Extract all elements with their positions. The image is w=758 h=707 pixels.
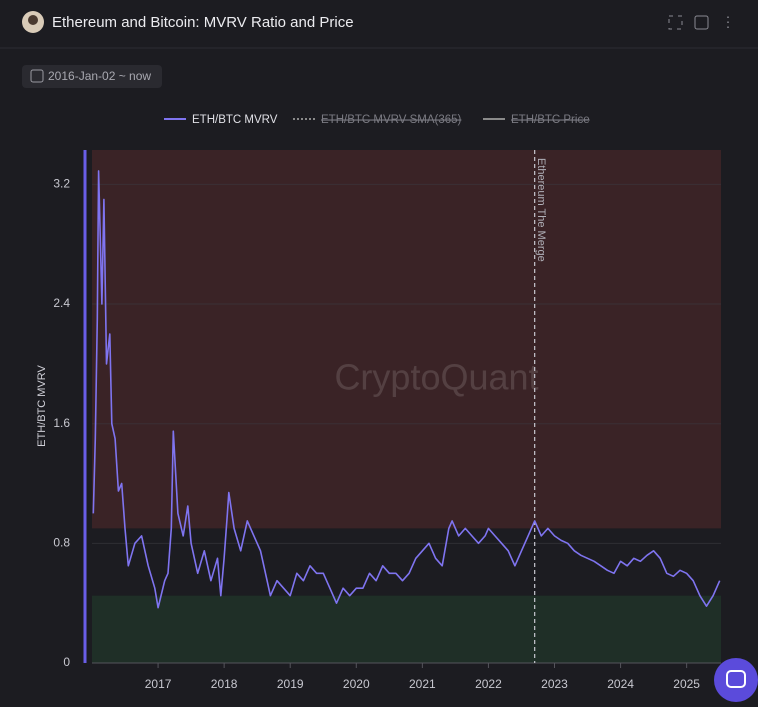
chat-icon: [726, 670, 746, 688]
date-range: 2016-Jan-02 ~ now: [48, 69, 151, 83]
x-tick-label: 2018: [211, 677, 238, 691]
plot: 0 0.8 1.6 2.4 3.2 2017 2018 2019 2020 2021 2022 202…: [36, 114, 721, 691]
avatar-face: [28, 15, 38, 25]
annotation-label: Ethereum The Merge: [535, 158, 547, 262]
watermark: CryptoQuant: [334, 357, 538, 398]
x-tick-label: 2023: [541, 677, 568, 691]
fullscreen-icon[interactable]: [668, 15, 683, 30]
series-line: [92, 170, 721, 609]
x-tick-label: 2019: [277, 677, 304, 691]
open-icon[interactable]: [694, 15, 709, 30]
y-tick-label: 2.4: [53, 296, 70, 310]
legend-label[interactable]: ETH/BTC MVRV-SMA(365): [321, 114, 462, 126]
x-tick-label: 2024: [607, 677, 634, 691]
zone: [92, 595, 721, 663]
x-tick-label: 2021: [409, 677, 436, 691]
y-tick-label: 0.8: [53, 536, 70, 550]
y-axis-label: ETH/BTC MVRV: [36, 364, 48, 446]
x-tick-label: 2022: [475, 677, 502, 691]
x-tick-label: 2020: [343, 677, 370, 691]
zone: [92, 150, 721, 529]
calendar-icon: [30, 69, 44, 83]
legend-label[interactable]: ETH/BTC Price: [511, 114, 590, 126]
more-icon[interactable]: ⋮: [721, 14, 735, 30]
legend-label[interactable]: ETH/BTC MVRV: [192, 114, 278, 126]
y-tick-label: 0: [63, 655, 70, 669]
x-tick-label: 2025: [673, 677, 700, 691]
x-tick-label: 2017: [145, 677, 172, 691]
title: Ethereum and Bitcoin: MVRV Ratio and Pri…: [52, 14, 354, 31]
chat-button[interactable]: [714, 658, 758, 702]
y-tick-label: 3.2: [53, 177, 70, 191]
date-pill[interactable]: [22, 65, 162, 88]
y-tick-label: 1.6: [53, 416, 70, 430]
